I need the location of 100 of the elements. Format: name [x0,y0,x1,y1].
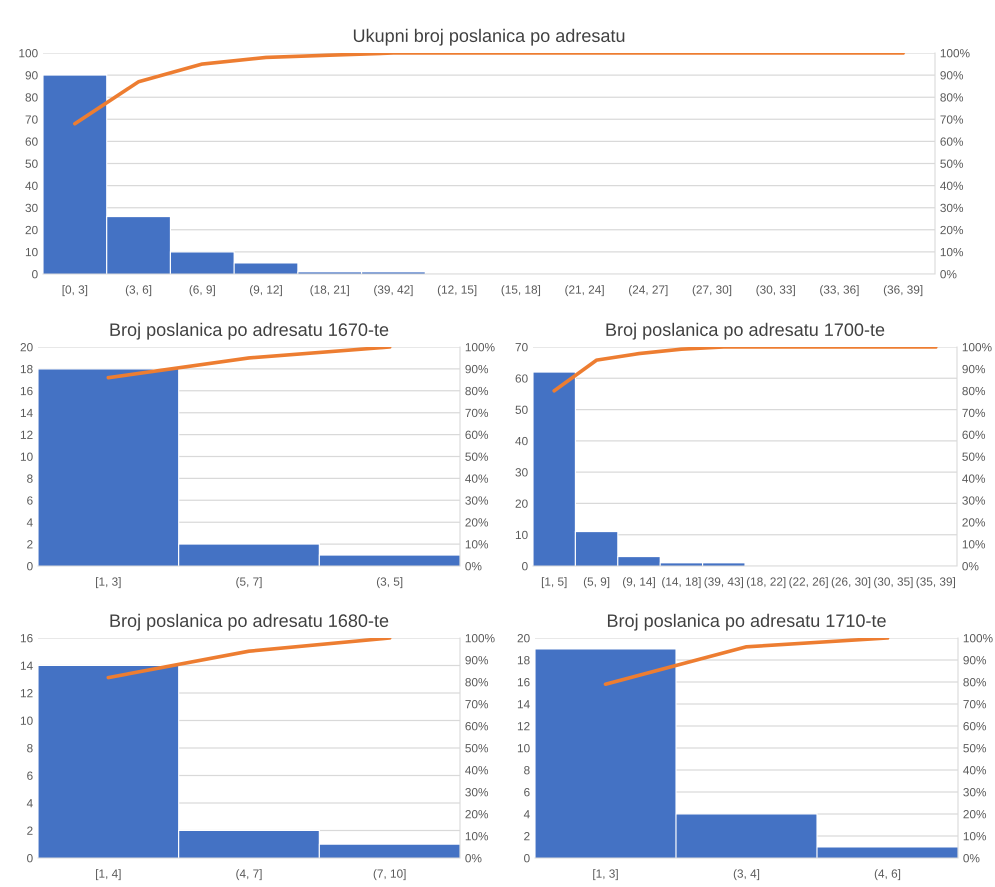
y-tick-label: 60 [516,374,528,383]
y2-tick-label: 40% [963,766,986,774]
y2-tick-label: 70% [465,700,488,708]
y-tick-label: 8 [27,474,33,483]
y-tick-label: 30 [25,204,38,212]
y2-tick-label: 60% [963,722,986,730]
x-tick-label: [1, 5] [542,577,566,588]
y2-tick-label: 50% [940,160,964,168]
x-tick-label: (18, 21] [310,285,349,296]
x-tick-label: (14, 18] [662,577,701,588]
x-tick-label: (12, 15] [438,285,476,296]
x-tick-label: (3, 6] [126,285,152,296]
y2-tick-label: 80% [962,386,986,396]
y-tick-label: 14 [518,700,530,708]
x-tick-label: (15, 18] [502,285,540,296]
chart-title: Broj poslanica po adresatu 1710-te [608,614,886,631]
y2-tick-label: 40% [465,474,488,483]
y2-tick-label: 90% [465,656,488,664]
y2-tick-label: 0% [962,562,979,570]
y2-tick-label: 100% [466,634,495,642]
y2-tick-label: 10% [466,540,488,548]
x-tick-label: [1, 3] [96,577,121,588]
y-tick-label: 30 [515,468,528,477]
x-tick-label: (35, 39] [916,577,955,588]
y-tick-label: 2 [524,832,530,840]
y2-tick-label: 20% [465,518,488,527]
y2-tick-label: 80% [465,386,488,396]
y-tick-label: 12 [518,722,530,730]
y-tick-label: 20 [516,499,528,508]
y-tick-label: 16 [518,678,530,686]
y2-tick-label: 30% [962,496,986,505]
y-tick-label: 14 [20,408,33,417]
y-tick-label: 6 [27,496,33,505]
y-tick-label: 10 [20,716,33,725]
chart-title: Broj poslanica po adresatu 1700-te [606,322,884,340]
y-tick-label: 4 [524,810,530,818]
y2-tick-label: 60% [465,722,488,730]
y2-tick-label: 90% [465,364,488,374]
y-tick-label: 6 [27,772,33,780]
y-tick-label: 50 [515,406,528,414]
y2-tick-label: 10% [962,540,986,548]
x-tick-label: (9, 14] [623,577,655,588]
y2-tick-label: 70% [940,115,964,124]
y2-tick-label: 60% [962,430,986,439]
x-tick-label: (4, 6] [874,869,900,880]
x-tick-label: (39, 42] [374,285,413,296]
y-tick-label: 12 [20,430,33,439]
x-tick-label: (30, 35] [874,577,913,588]
y2-tick-label: 60% [465,430,488,439]
y2-tick-label: 50% [963,744,986,752]
y-tick-label: 2 [27,540,33,548]
x-tick-label: (27, 30] [692,285,732,296]
line-series [73,53,905,126]
y2-tick-label: 0% [465,562,482,570]
y-tick-label: 14 [20,662,33,670]
y-tick-label: 16 [20,634,33,642]
x-tick-label: [1, 4] [96,869,121,880]
y-tick-label: 4 [26,799,33,808]
chart-title: Ukupni broj poslanica po adresatu [354,28,624,46]
y-tick-label: 50 [25,160,38,168]
y-tick-label: 6 [524,788,530,796]
x-tick-label: (7, 10] [374,869,406,880]
y2-tick-label: 0% [465,854,482,862]
y2-tick-label: 50% [465,744,488,752]
y2-tick-label: 30% [465,788,488,796]
y-tick-label: 40 [25,182,38,190]
y-tick-label: 20 [26,226,38,234]
y2-tick-label: 40% [962,474,986,483]
y2-tick-label: 10% [964,832,986,840]
y-tick-label: 8 [524,766,530,774]
y-tick-label: 0 [32,270,38,278]
y2-tick-label: 50% [465,452,488,461]
y2-tick-label: 30% [940,204,964,212]
y-tick-label: 10 [26,248,38,256]
x-tick-label: (30, 33] [756,285,795,296]
x-tick-label: (21, 24] [565,285,604,296]
y2-tick-label: 60% [940,137,964,146]
line-series [552,347,938,393]
y-tick-label: 0 [27,854,33,862]
y2-tick-label: 10% [466,832,488,840]
x-tick-label: (4, 7] [236,869,262,880]
x-tick-label: [1, 3] [593,869,618,880]
y2-tick-label: 40% [940,182,964,190]
y2-tick-label: 100% [940,49,970,58]
y2-tick-label: 20% [940,226,964,234]
y-tick-label: 40 [515,436,528,446]
y2-tick-label: 70% [962,408,986,418]
y2-tick-label: 80% [963,678,986,686]
y-tick-label: 20 [518,634,530,642]
y-tick-label: 10 [518,744,530,752]
y2-tick-label: 100% [466,343,495,352]
y-tick-label: 100 [19,49,38,58]
y-tick-label: 80 [26,93,38,102]
y-tick-label: 10 [20,452,33,461]
y2-tick-label: 70% [465,408,488,418]
x-tick-label: (9, 12] [250,285,282,296]
x-tick-label: (36, 39] [884,285,922,296]
y-tick-label: 8 [27,744,33,752]
y2-tick-label: 0% [963,854,980,862]
y2-tick-label: 90% [963,656,986,664]
